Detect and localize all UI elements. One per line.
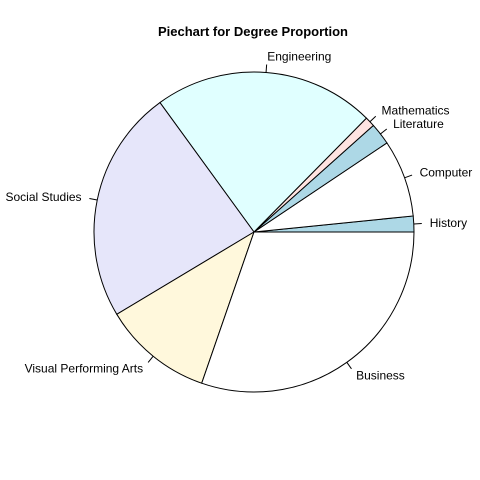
slice-engineering <box>159 71 368 233</box>
label-business: Business <box>356 368 405 382</box>
tick-mathematics <box>369 115 377 123</box>
pie-slices <box>93 71 415 393</box>
label-history: History <box>430 216 467 230</box>
tick-literature <box>380 128 388 135</box>
label-visual-performing-arts: Visual Performing Arts <box>25 362 144 376</box>
label-social-studies: Social Studies <box>6 190 82 204</box>
tick-social-studies <box>89 197 98 201</box>
label-engineering: Engineering <box>267 50 331 64</box>
tick-visual-performing-arts <box>147 355 154 363</box>
chart-title: Piechart for Degree Proportion <box>158 24 348 39</box>
slice-business <box>201 231 415 393</box>
label-computer: Computer <box>420 165 473 179</box>
tick-business <box>346 362 352 370</box>
slice-social-studies <box>93 101 255 315</box>
tick-engineering <box>265 64 268 73</box>
label-literature: Literature <box>393 117 444 131</box>
tick-computer <box>404 174 413 179</box>
slice-visual-performing-arts <box>116 230 255 384</box>
label-mathematics: Mathematics <box>382 104 450 118</box>
